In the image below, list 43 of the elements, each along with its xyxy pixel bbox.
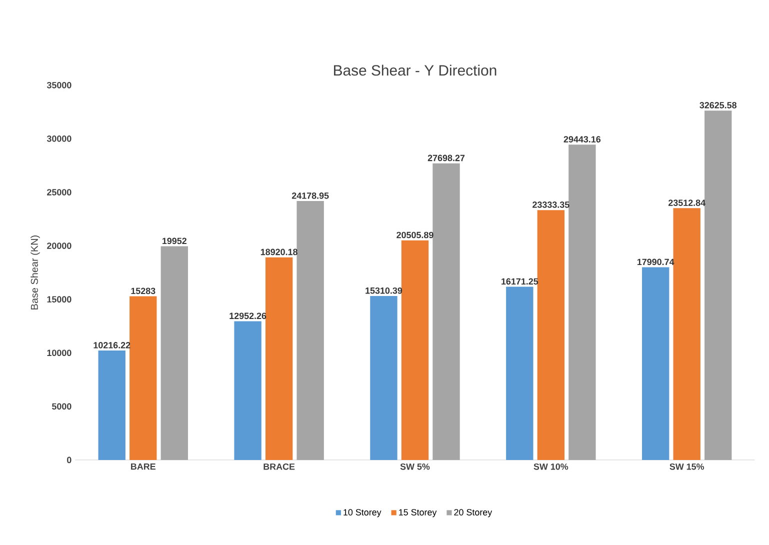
y-axis-title: Base Shear (KN) xyxy=(30,236,40,310)
chart-title: Base Shear - Y Direction xyxy=(334,64,496,76)
bar xyxy=(704,110,732,460)
bar xyxy=(673,208,700,460)
data-label: 19952 xyxy=(162,238,186,244)
data-label: 23512.84 xyxy=(668,200,706,206)
y-tick-label: 25000 xyxy=(47,189,72,196)
x-tick-label: SW 15% xyxy=(670,463,704,470)
bar xyxy=(296,200,324,460)
legend-label: 10 Storey xyxy=(344,509,382,518)
y-tick-label: 30000 xyxy=(46,135,72,142)
legend-label: 15 Storey xyxy=(399,509,437,518)
y-tick-label: 15000 xyxy=(47,296,72,302)
bar xyxy=(98,350,126,460)
bar xyxy=(370,296,398,460)
bar xyxy=(642,267,670,460)
bar xyxy=(432,163,460,460)
y-tick-label: 20000 xyxy=(47,242,72,249)
bar xyxy=(130,296,157,460)
bar xyxy=(568,144,596,460)
y-tick-label: 5000 xyxy=(52,403,72,410)
bar xyxy=(265,257,293,460)
data-label: 29443.16 xyxy=(564,136,601,142)
x-tick-label: SW 10% xyxy=(534,463,568,470)
bar xyxy=(401,240,429,460)
x-tick-label: BARE xyxy=(131,463,156,470)
y-tick-label: 10000 xyxy=(47,350,72,356)
bar xyxy=(234,321,262,460)
data-label: 23333.35 xyxy=(532,201,570,208)
data-label: 27698.27 xyxy=(428,154,465,162)
data-label: 15283 xyxy=(131,288,156,294)
legend-label: 20 Storey xyxy=(454,509,492,518)
x-tick-label: BRACE xyxy=(264,463,295,470)
data-label: 18920.18 xyxy=(260,248,298,256)
bar xyxy=(537,210,565,460)
x-tick-label: SW 5% xyxy=(400,463,430,470)
bar xyxy=(506,286,534,460)
bar xyxy=(160,246,188,460)
y-tick-label: 35000 xyxy=(46,82,72,88)
data-label: 24178.95 xyxy=(292,192,329,199)
data-label: 32625.58 xyxy=(700,102,737,108)
data-label: 20505.89 xyxy=(396,232,434,238)
y-tick-label: 0 xyxy=(67,456,72,464)
